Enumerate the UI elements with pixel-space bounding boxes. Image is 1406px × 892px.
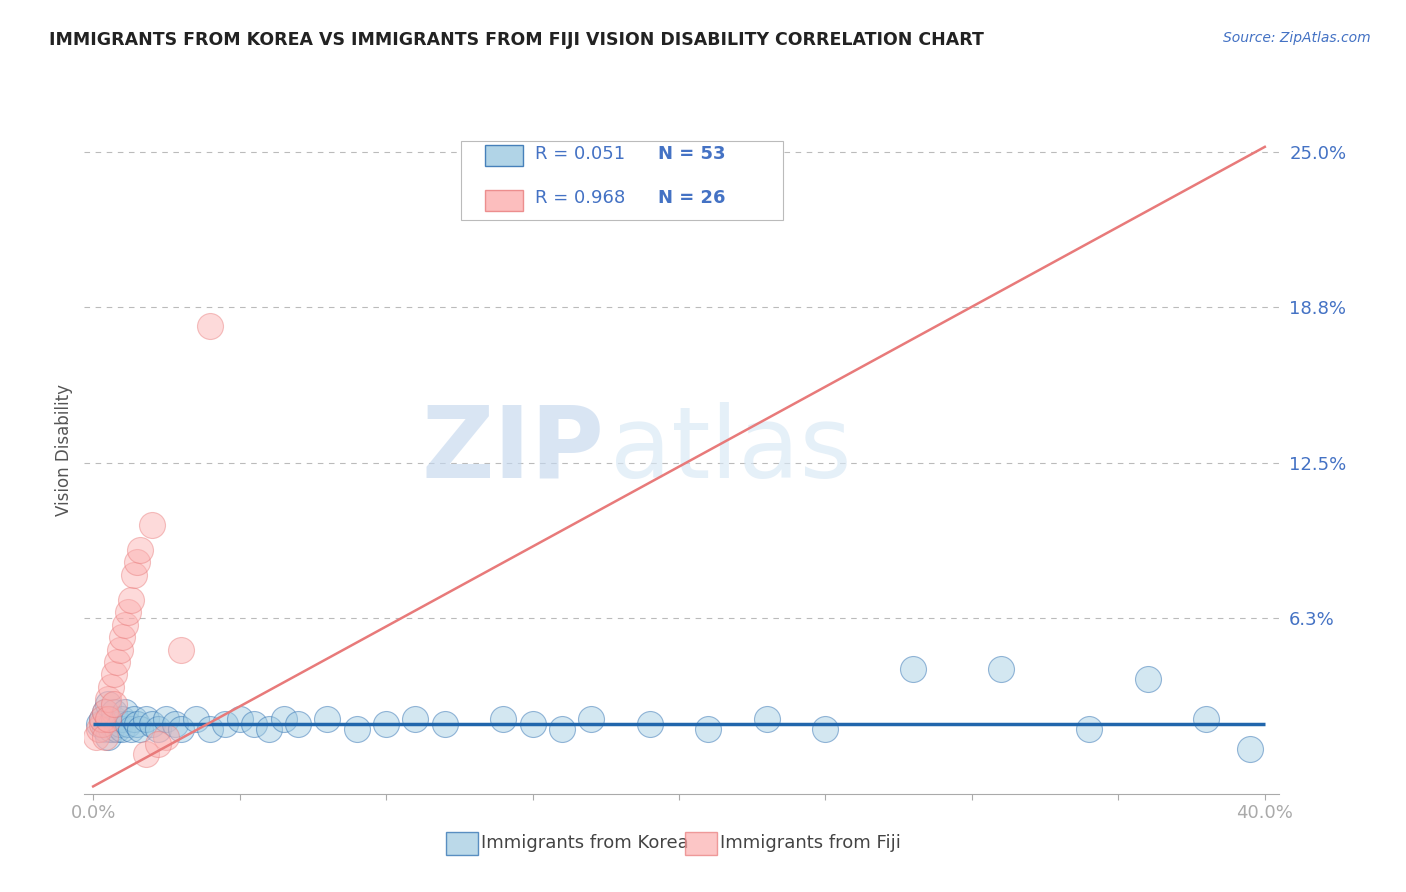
Point [755,712,778,726]
Point [638,717,661,731]
Point [146,737,169,751]
Point [103,667,125,681]
Point [903,663,925,677]
Point [257,722,280,736]
Point [200,722,222,736]
Point [103,712,125,726]
Point [135,712,157,726]
Point [120,722,142,736]
FancyBboxPatch shape [485,190,523,211]
Point [1136,673,1159,687]
Point [129,543,152,558]
Point [135,747,157,761]
FancyBboxPatch shape [485,145,523,166]
Point [1078,722,1101,736]
Point [375,717,398,731]
Point [316,712,339,726]
Point [111,722,134,736]
Point [287,717,309,731]
Point [170,642,193,657]
Point [108,717,131,731]
Text: R = 0.051: R = 0.051 [534,145,626,162]
Point [87,717,110,731]
Text: ZIP: ZIP [422,402,605,499]
Point [100,717,122,731]
Point [97,712,120,726]
Point [697,722,720,736]
Point [114,705,136,719]
Point [1239,742,1261,756]
Point [141,518,163,533]
Point [122,712,145,726]
Point [105,722,128,736]
Point [103,705,125,719]
Point [243,717,266,731]
Point [114,617,136,632]
Point [273,712,295,726]
Point [94,722,117,736]
Point [120,592,142,607]
Point [146,722,169,736]
Point [346,722,368,736]
Point [184,712,207,726]
Point [111,630,134,644]
Point [1195,712,1218,726]
Text: Immigrants from Korea: Immigrants from Korea [481,834,689,853]
Point [87,722,110,736]
Point [117,717,139,731]
Point [129,722,152,736]
Point [200,319,222,334]
Point [97,692,120,706]
Point [214,717,236,731]
Text: N = 26: N = 26 [658,189,725,207]
Point [108,642,131,657]
Text: R = 0.968: R = 0.968 [534,189,626,207]
Text: IMMIGRANTS FROM KOREA VS IMMIGRANTS FROM FIJI VISION DISABILITY CORRELATION CHAR: IMMIGRANTS FROM KOREA VS IMMIGRANTS FROM… [49,31,984,49]
Point [433,717,456,731]
Point [579,712,602,726]
FancyBboxPatch shape [461,141,783,220]
Point [404,712,426,726]
Point [155,730,177,744]
Point [100,680,122,694]
Point [103,698,125,712]
Point [105,655,128,669]
Point [990,663,1012,677]
Text: atlas: atlas [610,402,852,499]
Point [127,556,149,570]
Point [141,717,163,731]
Text: Immigrants from Fiji: Immigrants from Fiji [720,834,901,853]
Point [228,712,250,726]
Point [94,705,117,719]
Point [90,712,114,726]
Point [90,712,114,726]
Point [170,722,193,736]
Text: N = 53: N = 53 [658,145,725,162]
Point [551,722,574,736]
Point [84,730,107,744]
Point [127,717,149,731]
Point [155,712,177,726]
Point [111,712,134,726]
Point [165,717,187,731]
Point [100,722,122,736]
Point [90,717,114,731]
Point [814,722,837,736]
Point [94,705,117,719]
Point [97,730,120,744]
Point [94,730,117,744]
Point [522,717,544,731]
Point [122,567,145,582]
Y-axis label: Vision Disability: Vision Disability [55,384,73,516]
Point [117,605,139,619]
FancyBboxPatch shape [447,831,478,855]
Point [97,698,120,712]
Point [492,712,515,726]
FancyBboxPatch shape [686,831,717,855]
Text: Source: ZipAtlas.com: Source: ZipAtlas.com [1223,31,1371,45]
